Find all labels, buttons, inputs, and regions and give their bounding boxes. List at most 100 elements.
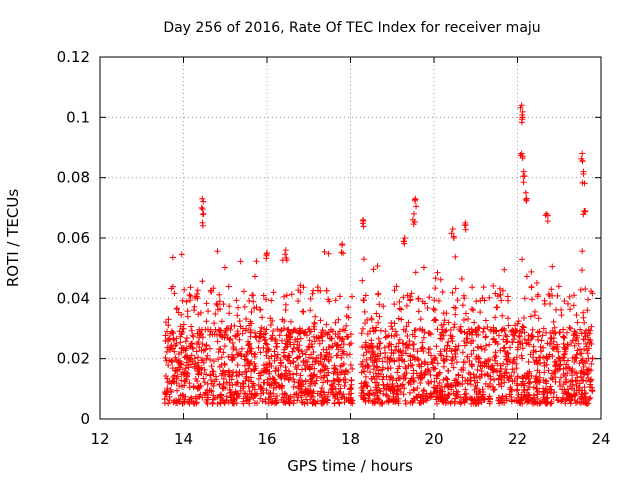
data-point	[321, 389, 328, 396]
data-point	[503, 356, 510, 363]
data-point	[448, 335, 455, 342]
data-point	[310, 372, 317, 379]
data-point	[278, 328, 285, 335]
data-point	[186, 384, 193, 391]
data-point	[451, 304, 458, 311]
data-point	[251, 367, 258, 374]
data-point	[272, 379, 279, 386]
data-point	[473, 400, 480, 407]
data-point	[436, 387, 443, 394]
data-point	[165, 362, 172, 369]
data-point	[519, 345, 526, 352]
data-point	[394, 383, 401, 390]
data-point	[587, 337, 594, 344]
data-point	[402, 397, 409, 404]
data-point	[302, 377, 309, 384]
data-point	[229, 381, 236, 388]
data-point	[435, 395, 442, 402]
data-point	[520, 386, 527, 393]
data-point	[440, 363, 447, 370]
data-point	[374, 291, 381, 298]
data-point	[587, 377, 594, 384]
data-point	[468, 338, 475, 345]
data-point	[194, 341, 201, 348]
data-point	[165, 322, 172, 329]
data-point	[220, 384, 227, 391]
data-point	[437, 350, 444, 357]
data-point	[490, 369, 497, 376]
data-point	[269, 332, 276, 339]
data-point	[383, 373, 390, 380]
data-point	[551, 324, 558, 331]
data-point	[245, 338, 252, 345]
data-point	[250, 394, 257, 401]
data-point	[433, 343, 440, 350]
data-point	[362, 292, 369, 299]
data-point	[287, 318, 294, 325]
data-point	[578, 267, 585, 274]
data-point	[255, 370, 262, 377]
data-point	[309, 355, 316, 362]
data-point	[585, 327, 592, 334]
data-point	[210, 382, 217, 389]
data-point	[267, 389, 274, 396]
data-point	[492, 314, 499, 321]
data-point	[297, 282, 304, 289]
data-point	[447, 332, 454, 339]
data-point	[310, 333, 317, 340]
data-point	[410, 221, 417, 228]
data-point	[430, 317, 437, 324]
data-point	[437, 335, 444, 342]
data-point	[338, 394, 345, 401]
data-point	[439, 289, 446, 296]
data-point	[399, 340, 406, 347]
data-point	[528, 283, 535, 290]
data-point	[345, 304, 352, 311]
data-point	[211, 320, 218, 327]
data-point	[382, 354, 389, 361]
data-point	[500, 360, 507, 367]
data-point	[543, 361, 550, 368]
data-point	[464, 316, 471, 323]
data-point	[469, 363, 476, 370]
data-point	[341, 383, 348, 390]
data-point	[341, 371, 348, 378]
data-point	[397, 388, 404, 395]
data-point	[449, 338, 456, 345]
data-point	[262, 340, 269, 347]
data-point	[309, 343, 316, 350]
data-point	[587, 394, 594, 401]
data-point	[391, 287, 398, 294]
data-point	[459, 302, 466, 309]
data-point	[566, 293, 573, 300]
data-point	[564, 357, 571, 364]
data-point	[329, 343, 336, 350]
data-point	[580, 395, 587, 402]
data-point	[580, 336, 587, 343]
data-point	[534, 377, 541, 384]
data-point	[495, 394, 502, 401]
data-point	[537, 354, 544, 361]
data-point	[518, 381, 525, 388]
data-point	[243, 315, 250, 322]
data-point	[199, 219, 206, 226]
data-point	[504, 315, 511, 322]
data-point	[343, 367, 350, 374]
data-point	[519, 153, 526, 160]
data-point	[246, 388, 253, 395]
data-point	[542, 377, 549, 384]
data-point	[407, 378, 414, 385]
data-points	[161, 102, 596, 407]
data-point	[435, 297, 442, 304]
data-point	[301, 330, 308, 337]
data-point	[421, 300, 428, 307]
y-tick-label: 0.12	[57, 48, 90, 66]
data-point	[291, 391, 298, 398]
data-point	[389, 325, 396, 332]
data-point	[285, 352, 292, 359]
data-point	[366, 369, 373, 376]
data-point	[164, 385, 171, 392]
data-point	[549, 376, 556, 383]
data-point	[324, 365, 331, 372]
data-point	[268, 353, 275, 360]
